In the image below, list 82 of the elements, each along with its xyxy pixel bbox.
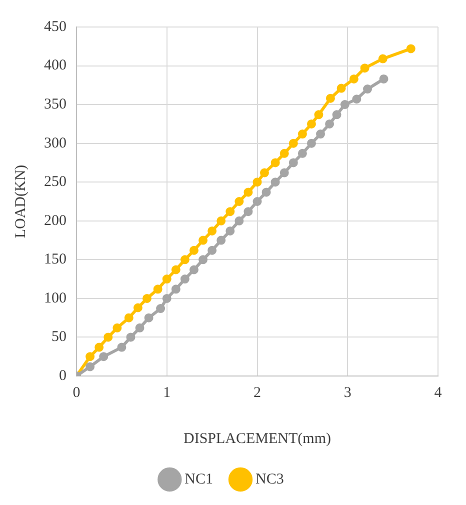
legend-label: NC3 [256, 471, 284, 488]
point [270, 158, 280, 168]
point [332, 110, 342, 120]
point [336, 84, 346, 93]
y-tick-label: 0 [59, 368, 66, 384]
x-tick-label: 1 [163, 384, 171, 401]
point [189, 265, 198, 274]
point [280, 148, 289, 158]
point [306, 138, 316, 148]
point [349, 74, 358, 84]
point [340, 100, 350, 110]
y-tick-label: 250 [44, 174, 66, 190]
point [252, 178, 262, 187]
point [298, 130, 307, 139]
point [352, 94, 362, 104]
point [124, 313, 134, 322]
point [153, 284, 162, 294]
point [208, 246, 217, 255]
point [99, 352, 108, 362]
x-tick-label: 0 [72, 384, 80, 401]
point [325, 119, 334, 128]
point [406, 44, 416, 54]
point [244, 207, 253, 216]
legend-label: NC1 [184, 471, 214, 488]
y-tick-label: 400 [44, 58, 66, 74]
point [180, 274, 190, 284]
point [144, 313, 154, 322]
point [86, 352, 95, 362]
point [104, 332, 113, 342]
point [135, 323, 144, 332]
y-tick-label: 150 [44, 252, 66, 268]
point [226, 226, 235, 236]
point [189, 246, 198, 255]
point [363, 84, 372, 94]
point [216, 236, 226, 245]
point [288, 158, 298, 168]
point [171, 265, 180, 274]
y-tick-label: 450 [44, 18, 66, 35]
point [314, 110, 324, 120]
x-tick-label: 2 [254, 384, 261, 401]
point [234, 216, 244, 226]
point [112, 323, 122, 332]
point [379, 74, 388, 84]
point [270, 178, 280, 187]
point [326, 94, 335, 103]
y-tick-label: 100 [44, 290, 66, 306]
point [162, 294, 172, 303]
point [280, 168, 289, 178]
y-tick-label: 50 [52, 329, 66, 346]
point [306, 119, 316, 128]
point [117, 342, 126, 352]
point [234, 197, 244, 206]
point [360, 64, 370, 73]
point [226, 207, 235, 216]
point [162, 274, 172, 284]
point [86, 362, 95, 372]
x-axis-title: DISPLACEMENT(mm) [184, 430, 331, 447]
point [198, 236, 208, 245]
x-tick-label: 4 [434, 384, 442, 401]
point [298, 148, 307, 158]
point [316, 130, 326, 139]
y-axis-title: LOAD(KN) [12, 164, 29, 238]
point [252, 197, 262, 206]
y-tick-label: 350 [44, 96, 66, 112]
point [171, 284, 180, 294]
point [378, 54, 388, 64]
point [142, 294, 152, 303]
point [244, 188, 253, 197]
point [126, 332, 136, 342]
point [156, 304, 166, 314]
point [288, 138, 298, 148]
point [198, 255, 208, 264]
point [133, 303, 142, 312]
point [94, 342, 104, 352]
y-tick-label: 300 [44, 135, 66, 152]
point [260, 168, 269, 178]
point [180, 255, 190, 264]
point [216, 216, 226, 226]
point [208, 226, 217, 236]
point [262, 188, 271, 197]
x-tick-label: 3 [344, 384, 352, 401]
y-tick-label: 200 [44, 212, 66, 229]
